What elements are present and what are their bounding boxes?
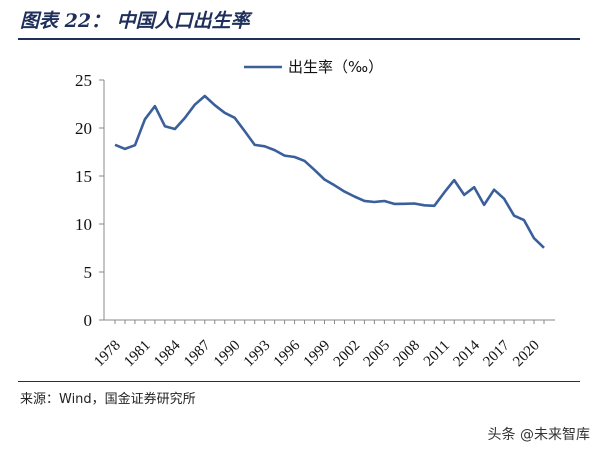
title-divider xyxy=(18,38,580,40)
legend: 出生率（‰） xyxy=(244,58,383,76)
x-tick-label: 1981 xyxy=(121,338,154,371)
x-tick-label: 1990 xyxy=(211,338,244,371)
legend-label: 出生率（‰） xyxy=(288,58,383,76)
figure-title: 图表 22： 中国人口出生率 xyxy=(20,10,250,32)
y-tick-label: 20 xyxy=(75,119,92,138)
source-note: 来源：Wind，国金证券研究所 xyxy=(20,392,196,407)
watermark: 头条 @未来智库 xyxy=(487,427,590,443)
y-tick-label: 5 xyxy=(84,263,93,282)
x-tick-label: 2020 xyxy=(510,338,543,371)
y-axis: 0 5 10 15 20 25 xyxy=(75,71,105,330)
x-tick-label: 1987 xyxy=(181,337,214,370)
y-tick-label: 25 xyxy=(75,71,92,90)
x-tick-label: 1993 xyxy=(241,338,274,371)
x-tick-label: 2011 xyxy=(421,338,453,370)
y-tick-label: 10 xyxy=(75,215,92,234)
source-divider xyxy=(18,381,580,382)
x-tick-label: 2017 xyxy=(480,337,513,370)
x-tick-label: 2005 xyxy=(361,338,394,371)
birth-rate-line xyxy=(114,94,545,249)
x-tick-label: 2014 xyxy=(450,337,483,370)
x-tick-label: 1996 xyxy=(271,337,304,370)
series-layer xyxy=(114,94,545,249)
birth-rate-chart: 0 5 10 15 20 25 19781981198419871990199319961… xyxy=(75,58,555,371)
x-tick-label: 2002 xyxy=(331,338,364,371)
x-axis: 1978198119841987199019931996199920022005… xyxy=(91,319,555,371)
x-tick-label: 1978 xyxy=(91,338,124,371)
y-tick-label: 15 xyxy=(75,167,92,186)
x-tick-label: 1984 xyxy=(151,337,184,370)
x-tick-label: 2008 xyxy=(391,338,424,371)
y-tick-label: 0 xyxy=(84,311,93,330)
x-tick-label: 1999 xyxy=(301,338,334,371)
